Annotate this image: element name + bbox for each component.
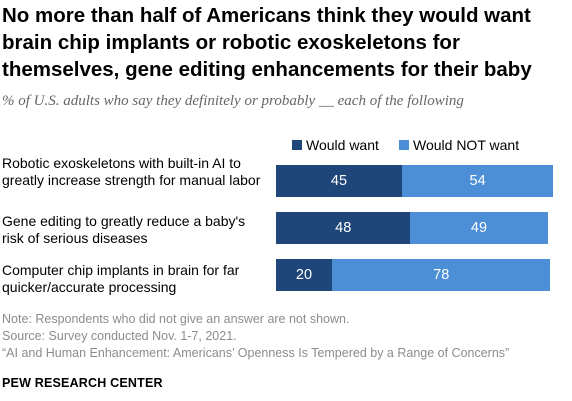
category-label-brain-chip: Computer chip implants in brain for far … — [2, 262, 240, 295]
bar-gene-editing-would-not-want: 49 — [410, 212, 548, 244]
report-title-text: “AI and Human Enhancement: Americans’ Op… — [2, 346, 510, 360]
legend: Would want Would NOT want — [0, 136, 572, 154]
data-label-brain-chip-would-want: 20 — [295, 267, 313, 283]
category-label-gene-editing: Gene editing to greatly reduce a baby's … — [2, 213, 246, 246]
bar-exoskeletons-would-want: 45 — [276, 165, 402, 197]
legend-swatch-would-want — [292, 140, 302, 150]
legend-item-would-want: Would want — [292, 136, 379, 154]
data-label-gene-editing-would-not-want: 49 — [470, 220, 488, 236]
source-text: Source: Survey conducted Nov. 1-7, 2021. — [2, 329, 237, 343]
organization-name: PEW RESEARCH CENTER — [2, 376, 163, 390]
data-label-brain-chip-would-not-want: 78 — [433, 267, 450, 283]
legend-item-would-not-want: Would NOT want — [399, 136, 519, 154]
legend-swatch-would-not-want — [399, 140, 409, 150]
bar-brain-chip-would-want: 20 — [276, 259, 332, 291]
bar-exoskeletons-would-not-want: 54 — [402, 165, 554, 197]
data-label-exoskeletons-would-not-want: 54 — [469, 173, 486, 189]
bar-gene-editing-would-want: 48 — [276, 212, 411, 244]
bar-brain-chip-would-not-want: 78 — [332, 259, 551, 291]
legend-label-would-want: Would want — [306, 137, 379, 153]
chart-title: No more than half of Americans think the… — [2, 4, 532, 81]
chart-subtitle: % of U.S. adults who say they definitely… — [2, 93, 464, 109]
data-label-exoskeletons-would-want: 45 — [330, 173, 348, 189]
legend-label-would-not-want: Would NOT want — [413, 137, 520, 153]
note-text: Note: Respondents who did not give an an… — [2, 312, 350, 326]
category-label-exoskeletons: Robotic exoskeletons with built-in AI to… — [2, 155, 261, 188]
data-label-gene-editing-would-want: 48 — [335, 220, 352, 236]
